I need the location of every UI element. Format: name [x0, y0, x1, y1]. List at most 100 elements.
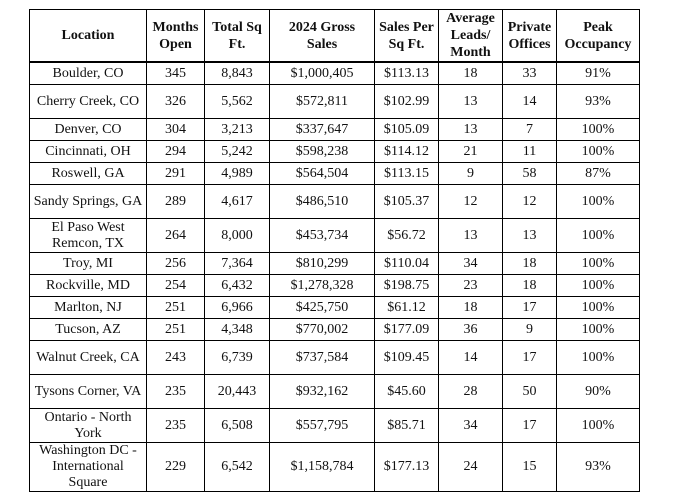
cell-gross-sales: $598,238	[269, 140, 375, 163]
cell-months-open: 235	[146, 408, 205, 443]
cell-peak-occupancy: 100%	[556, 218, 640, 253]
cell-peak-occupancy: 91%	[556, 61, 640, 85]
cell-location: Ontario - North York	[29, 408, 147, 443]
cell-average-leads: 13	[438, 118, 503, 141]
cell-sales-per-sq-ft: $114.12	[374, 140, 439, 163]
cell-peak-occupancy: 90%	[556, 374, 640, 409]
cell-peak-occupancy: 100%	[556, 340, 640, 375]
cell-average-leads: 18	[438, 296, 503, 319]
cell-location: Tucson, AZ	[29, 318, 147, 341]
cell-average-leads: 21	[438, 140, 503, 163]
header-row: Location Months Open Total Sq Ft. 2024 G…	[29, 9, 640, 63]
cell-total-sq-ft: 6,966	[204, 296, 270, 319]
cell-months-open: 264	[146, 218, 205, 253]
cell-sales-per-sq-ft: $198.75	[374, 274, 439, 297]
cell-total-sq-ft: 6,739	[204, 340, 270, 375]
header-private-offices: Private Offices	[502, 9, 557, 63]
locations-table: Location Months Open Total Sq Ft. 2024 G…	[29, 9, 640, 492]
cell-average-leads: 14	[438, 340, 503, 375]
table-row: Tysons Corner, VA 235 20,443 $932,162 $45.60…	[29, 374, 640, 409]
cell-location: Boulder, CO	[29, 61, 147, 85]
cell-gross-sales: $770,002	[269, 318, 375, 341]
cell-months-open: 229	[146, 442, 205, 492]
cell-months-open: 256	[146, 252, 205, 275]
table-row: Boulder, CO 345 8,843 $1,000,405 $113.13 18 33…	[29, 61, 640, 85]
table-row: Denver, CO 304 3,213 $337,647 $105.09 13 7 100%	[29, 118, 640, 141]
cell-sales-per-sq-ft: $177.13	[374, 442, 439, 492]
cell-average-leads: 9	[438, 162, 503, 185]
cell-sales-per-sq-ft: $113.13	[374, 61, 439, 85]
cell-location: Cincinnati, OH	[29, 140, 147, 163]
cell-months-open: 326	[146, 84, 205, 119]
cell-gross-sales: $1,158,784	[269, 442, 375, 492]
cell-private-offices: 17	[502, 296, 557, 319]
cell-gross-sales: $564,504	[269, 162, 375, 185]
cell-average-leads: 13	[438, 218, 503, 253]
cell-peak-occupancy: 100%	[556, 184, 640, 219]
table-row: El Paso West Remcon, TX 264 8,000 $453,734 $…	[29, 218, 640, 253]
table-row: Tucson, AZ 251 4,348 $770,002 $177.09 36 9 100%	[29, 318, 640, 341]
cell-peak-occupancy: 93%	[556, 84, 640, 119]
cell-months-open: 289	[146, 184, 205, 219]
cell-total-sq-ft: 5,562	[204, 84, 270, 119]
cell-total-sq-ft: 7,364	[204, 252, 270, 275]
cell-average-leads: 13	[438, 84, 503, 119]
cell-average-leads: 34	[438, 408, 503, 443]
cell-average-leads: 36	[438, 318, 503, 341]
cell-months-open: 291	[146, 162, 205, 185]
cell-location: Washington DC - International Square	[29, 442, 147, 492]
cell-sales-per-sq-ft: $105.37	[374, 184, 439, 219]
cell-gross-sales: $572,811	[269, 84, 375, 119]
cell-private-offices: 58	[502, 162, 557, 185]
cell-sales-per-sq-ft: $61.12	[374, 296, 439, 319]
cell-gross-sales: $453,734	[269, 218, 375, 253]
cell-sales-per-sq-ft: $56.72	[374, 218, 439, 253]
table-row: Rockville, MD 254 6,432 $1,278,328 $198.75 23…	[29, 274, 640, 297]
header-average-leads: Average Leads/ Month	[438, 9, 503, 63]
cell-total-sq-ft: 5,242	[204, 140, 270, 163]
cell-private-offices: 13	[502, 218, 557, 253]
table-row: Walnut Creek, CA 243 6,739 $737,584 $109.45 1…	[29, 340, 640, 375]
cell-peak-occupancy: 100%	[556, 296, 640, 319]
cell-gross-sales: $932,162	[269, 374, 375, 409]
cell-gross-sales: $557,795	[269, 408, 375, 443]
locations-table-container: Location Months Open Total Sq Ft. 2024 G…	[29, 9, 640, 492]
cell-gross-sales: $737,584	[269, 340, 375, 375]
table-row: Cincinnati, OH 294 5,242 $598,238 $114.12 21 1…	[29, 140, 640, 163]
cell-private-offices: 14	[502, 84, 557, 119]
cell-average-leads: 28	[438, 374, 503, 409]
cell-total-sq-ft: 4,348	[204, 318, 270, 341]
cell-private-offices: 50	[502, 374, 557, 409]
cell-location: Marlton, NJ	[29, 296, 147, 319]
cell-location: Roswell, GA	[29, 162, 147, 185]
cell-months-open: 345	[146, 61, 205, 85]
cell-private-offices: 7	[502, 118, 557, 141]
cell-sales-per-sq-ft: $102.99	[374, 84, 439, 119]
header-gross-sales: 2024 Gross Sales	[269, 9, 375, 63]
cell-sales-per-sq-ft: $113.15	[374, 162, 439, 185]
table-row: Washington DC - International Square 229 6…	[29, 442, 640, 492]
cell-sales-per-sq-ft: $105.09	[374, 118, 439, 141]
cell-total-sq-ft: 8,843	[204, 61, 270, 85]
cell-location: Tysons Corner, VA	[29, 374, 147, 409]
table-row: Sandy Springs, GA 289 4,617 $486,510 $105.37…	[29, 184, 640, 219]
cell-total-sq-ft: 3,213	[204, 118, 270, 141]
cell-average-leads: 34	[438, 252, 503, 275]
cell-sales-per-sq-ft: $177.09	[374, 318, 439, 341]
cell-peak-occupancy: 100%	[556, 408, 640, 443]
cell-location: Sandy Springs, GA	[29, 184, 147, 219]
cell-months-open: 254	[146, 274, 205, 297]
table-row: Roswell, GA 291 4,989 $564,504 $113.15 9 58 87%	[29, 162, 640, 185]
cell-gross-sales: $810,299	[269, 252, 375, 275]
header-location: Location	[29, 9, 147, 63]
cell-private-offices: 11	[502, 140, 557, 163]
cell-sales-per-sq-ft: $110.04	[374, 252, 439, 275]
cell-private-offices: 17	[502, 340, 557, 375]
cell-location: Walnut Creek, CA	[29, 340, 147, 375]
cell-total-sq-ft: 4,617	[204, 184, 270, 219]
cell-gross-sales: $1,000,405	[269, 61, 375, 85]
cell-peak-occupancy: 100%	[556, 318, 640, 341]
cell-peak-occupancy: 93%	[556, 442, 640, 492]
cell-location: Troy, MI	[29, 252, 147, 275]
table-body: Boulder, CO 345 8,843 $1,000,405 $113.13 18 33…	[29, 61, 640, 492]
